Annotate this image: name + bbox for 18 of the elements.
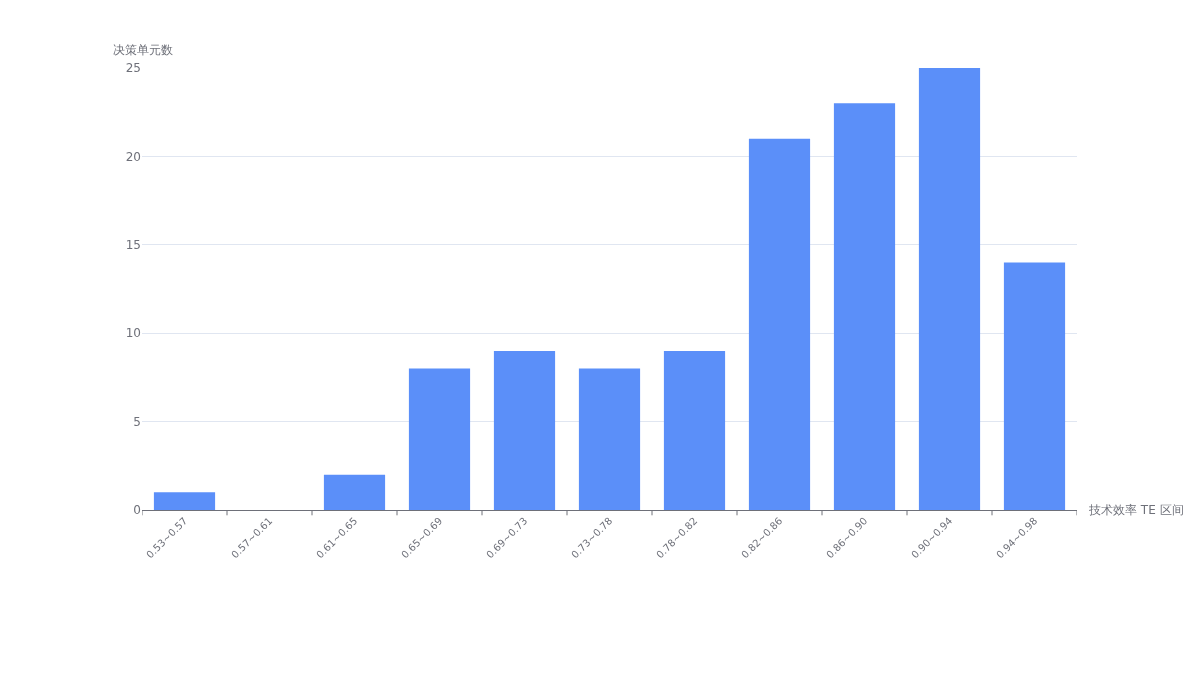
- bar: [323, 474, 386, 510]
- bar: [918, 68, 981, 510]
- y-axis-title: 决策单元数: [113, 43, 173, 57]
- bar: [493, 350, 556, 510]
- bar: [578, 368, 641, 510]
- bar: [1003, 262, 1066, 510]
- y-tick-label: 15: [125, 238, 141, 252]
- y-tick-label: 0: [133, 503, 141, 518]
- bar: [833, 103, 896, 510]
- y-tick-label: 20: [125, 149, 141, 164]
- bar: [748, 138, 811, 510]
- x-axis-title: 技术效率 TE 区间: [1088, 503, 1184, 517]
- y-tick-label: 10: [125, 326, 141, 341]
- bar: [408, 368, 471, 510]
- bar: [153, 492, 216, 510]
- bar: [663, 350, 726, 510]
- y-tick-label: 5: [133, 414, 141, 429]
- y-tick-label: 25: [125, 61, 141, 76]
